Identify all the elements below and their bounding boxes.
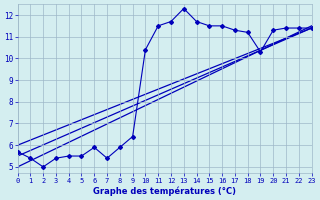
X-axis label: Graphe des températures (°C): Graphe des températures (°C) — [93, 186, 236, 196]
